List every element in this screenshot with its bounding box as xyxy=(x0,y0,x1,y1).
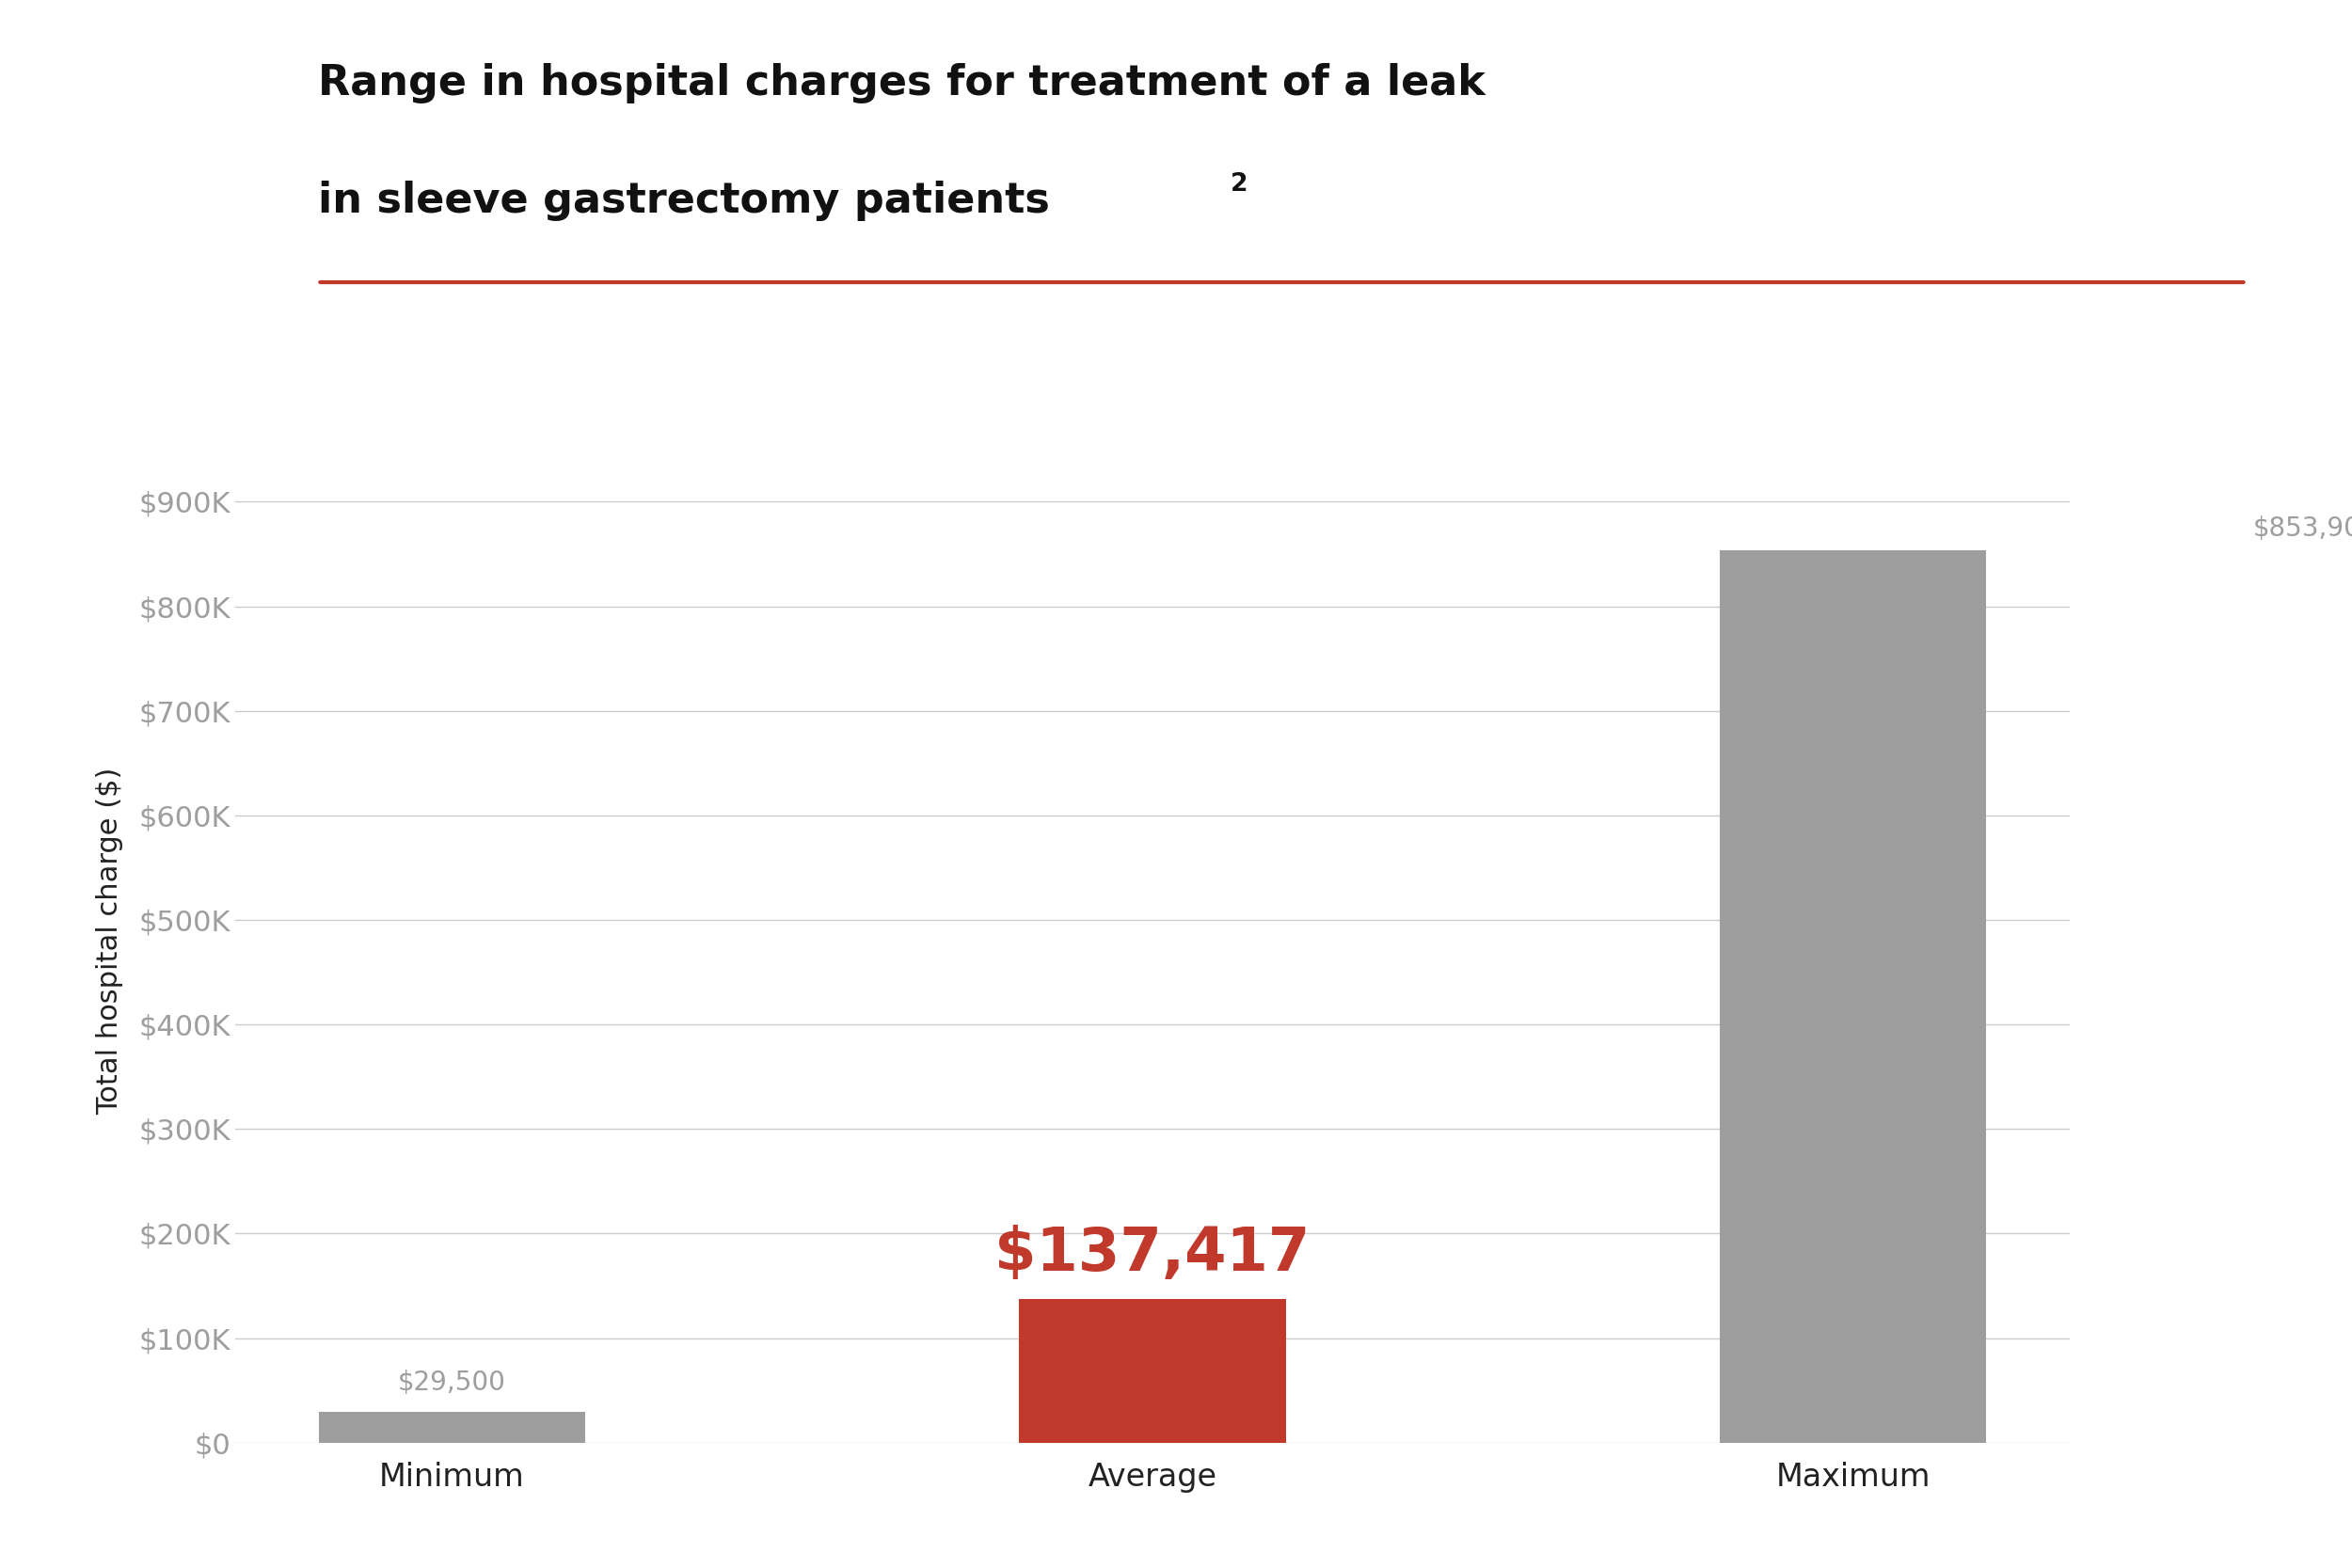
Text: Range in hospital charges for treatment of a leak: Range in hospital charges for treatment … xyxy=(318,63,1484,103)
Text: 2: 2 xyxy=(1230,172,1247,198)
Bar xyxy=(1719,550,1987,1443)
Bar xyxy=(1018,1298,1287,1443)
Text: $137,417: $137,417 xyxy=(995,1225,1310,1283)
Text: in sleeve gastrectomy patients: in sleeve gastrectomy patients xyxy=(318,180,1049,221)
Text: $853,900: $853,900 xyxy=(2253,516,2352,541)
Y-axis label: Total hospital charge ($): Total hospital charge ($) xyxy=(96,767,122,1115)
Bar xyxy=(318,1411,586,1443)
Text: $29,500: $29,500 xyxy=(397,1370,506,1396)
